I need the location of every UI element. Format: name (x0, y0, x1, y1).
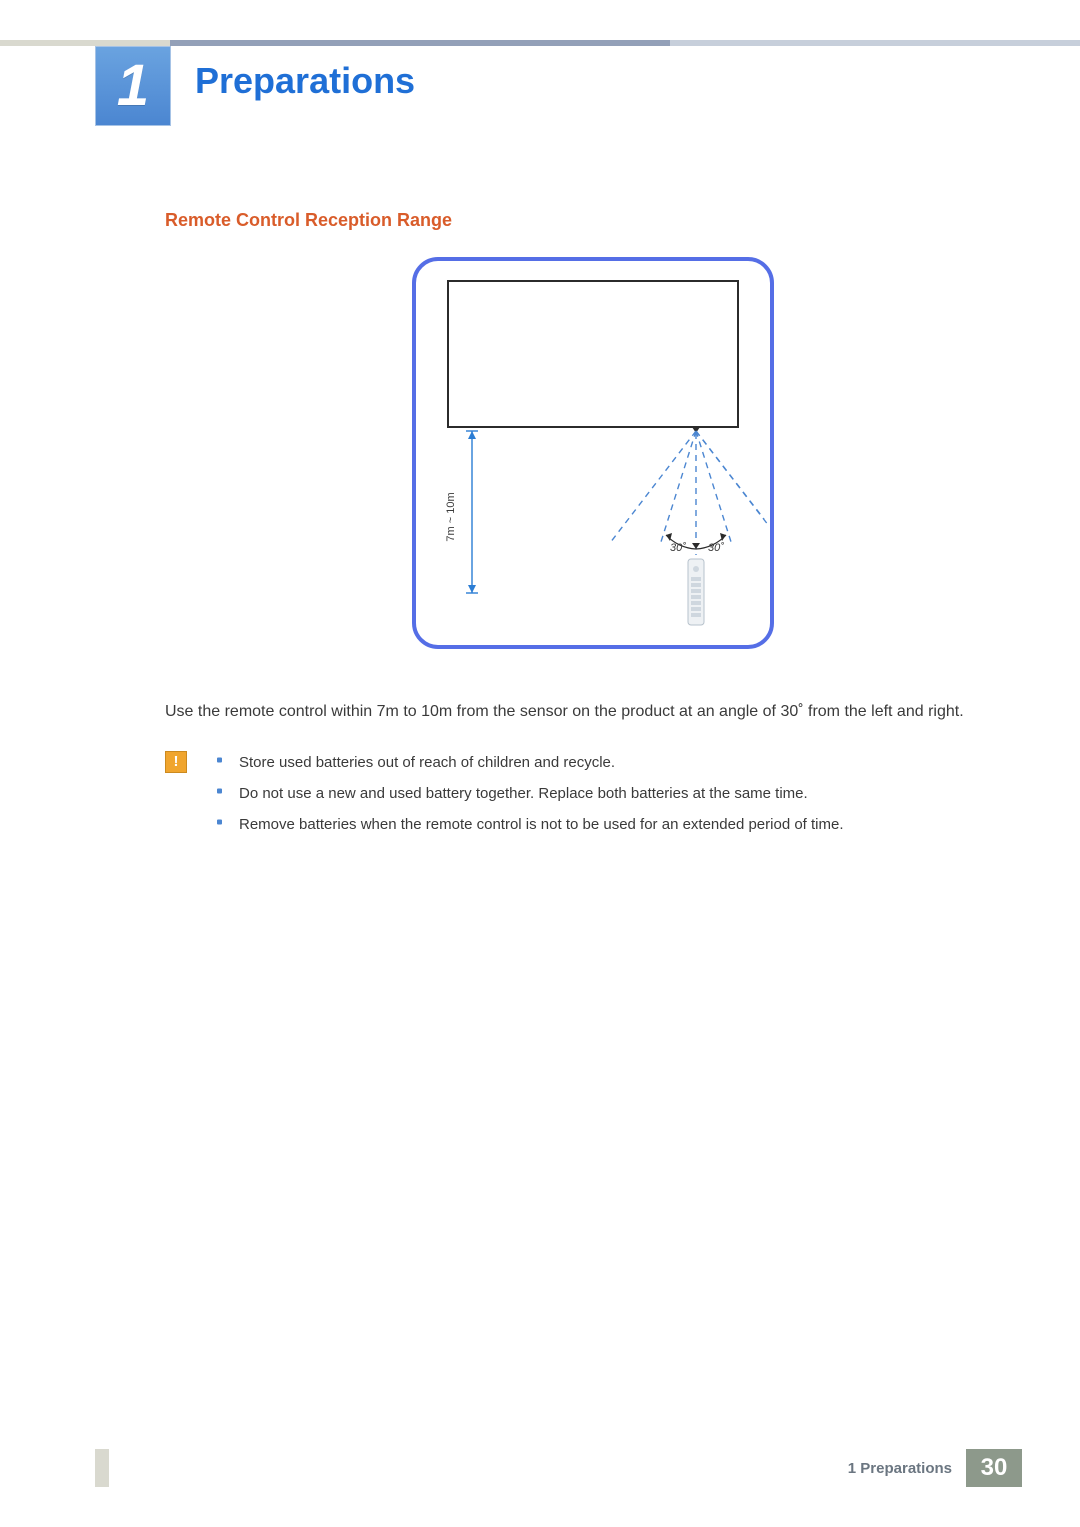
list-item: Do not use a new and used battery togeth… (217, 780, 1020, 807)
header-rule-right (170, 40, 1080, 46)
svg-text:30˚: 30˚ (708, 542, 724, 554)
chapter-title: Preparations (195, 60, 415, 102)
caution-list: Store used batteries out of reach of chi… (217, 749, 1020, 842)
footer: 1 Preparations 30 (0, 1449, 1080, 1487)
diagram-svg: 7m ~ 10m (408, 253, 778, 653)
svg-text:7m ~ 10m: 7m ~ 10m (445, 492, 457, 541)
svg-text:30˚: 30˚ (670, 542, 686, 554)
chapter-number: 1 (117, 57, 149, 115)
section-heading: Remote Control Reception Range (165, 210, 1020, 231)
reception-range-diagram: 7m ~ 10m (165, 253, 1020, 653)
page: 1 Preparations Remote Control Reception … (0, 40, 1080, 1487)
chapter-badge: 1 (95, 46, 171, 126)
page-number: 30 (966, 1449, 1022, 1487)
content-area: Remote Control Reception Range 7m ~ 10m (165, 210, 1020, 842)
caution-note: ! Store used batteries out of reach of c… (165, 749, 1020, 842)
footer-left-stripe (95, 1449, 109, 1487)
list-item: Remove batteries when the remote control… (217, 811, 1020, 838)
body-paragraph: Use the remote control within 7m to 10m … (165, 697, 1020, 727)
caution-icon: ! (165, 751, 187, 773)
list-item: Store used batteries out of reach of chi… (217, 749, 1020, 776)
footer-breadcrumb: 1 Preparations (848, 1449, 952, 1487)
